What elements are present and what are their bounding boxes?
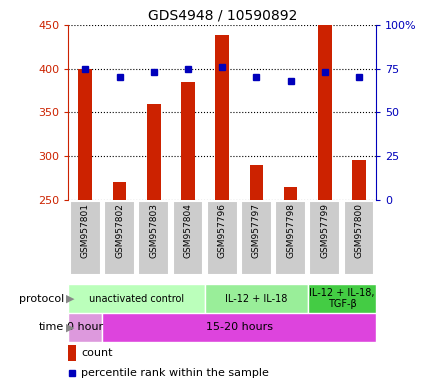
Text: count: count xyxy=(81,348,113,358)
Bar xyxy=(249,165,263,200)
FancyBboxPatch shape xyxy=(205,284,308,313)
Text: GSM957802: GSM957802 xyxy=(115,203,124,258)
Text: 15-20 hours: 15-20 hours xyxy=(206,322,273,333)
FancyBboxPatch shape xyxy=(68,313,103,342)
Text: GSM957801: GSM957801 xyxy=(81,203,90,258)
Bar xyxy=(181,82,195,200)
Text: 0 hour: 0 hour xyxy=(67,322,103,333)
Bar xyxy=(147,104,161,200)
FancyBboxPatch shape xyxy=(68,284,205,313)
FancyBboxPatch shape xyxy=(103,313,376,342)
Bar xyxy=(113,182,126,200)
FancyBboxPatch shape xyxy=(207,201,238,275)
Title: GDS4948 / 10590892: GDS4948 / 10590892 xyxy=(147,8,297,22)
FancyBboxPatch shape xyxy=(138,201,169,275)
Text: ▶: ▶ xyxy=(66,322,74,333)
Bar xyxy=(68,345,76,361)
FancyBboxPatch shape xyxy=(70,201,101,275)
Bar xyxy=(78,69,92,200)
Bar xyxy=(352,161,366,200)
FancyBboxPatch shape xyxy=(104,201,135,275)
Text: IL-12 + IL-18,
TGF-β: IL-12 + IL-18, TGF-β xyxy=(309,288,375,310)
Text: protocol: protocol xyxy=(18,293,64,304)
Text: GSM957798: GSM957798 xyxy=(286,203,295,258)
FancyBboxPatch shape xyxy=(241,201,272,275)
FancyBboxPatch shape xyxy=(275,201,306,275)
FancyBboxPatch shape xyxy=(344,201,374,275)
FancyBboxPatch shape xyxy=(172,201,203,275)
FancyBboxPatch shape xyxy=(308,284,376,313)
Text: GSM957804: GSM957804 xyxy=(183,203,192,258)
Text: unactivated control: unactivated control xyxy=(89,293,184,304)
Text: percentile rank within the sample: percentile rank within the sample xyxy=(81,368,269,379)
Text: IL-12 + IL-18: IL-12 + IL-18 xyxy=(225,293,288,304)
Bar xyxy=(284,187,297,200)
Text: GSM957797: GSM957797 xyxy=(252,203,261,258)
Text: time: time xyxy=(39,322,64,333)
Text: ▶: ▶ xyxy=(66,293,74,304)
Bar xyxy=(318,25,332,200)
Text: GSM957800: GSM957800 xyxy=(355,203,363,258)
Text: GSM957796: GSM957796 xyxy=(218,203,227,258)
Bar xyxy=(215,35,229,200)
FancyBboxPatch shape xyxy=(309,201,340,275)
Text: GSM957803: GSM957803 xyxy=(149,203,158,258)
Text: GSM957799: GSM957799 xyxy=(320,203,330,258)
